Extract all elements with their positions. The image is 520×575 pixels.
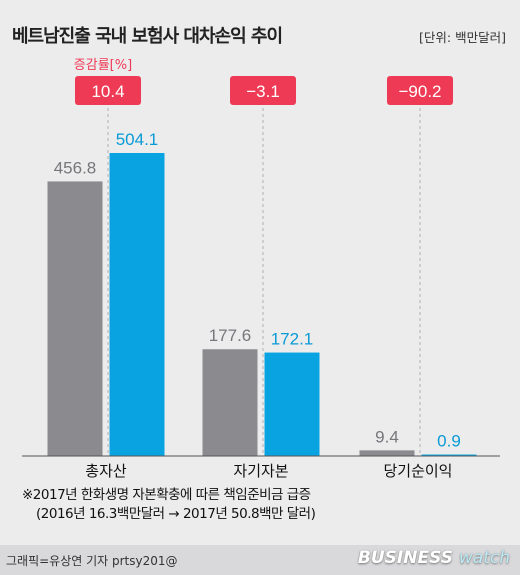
change-badge — [230, 76, 296, 105]
unit-label: [단위: 백만달러] — [419, 30, 506, 45]
category-label: 자기자본 — [233, 462, 288, 480]
businesswatch-logo: BUSINESS watch — [357, 548, 510, 568]
data-label-2016: 456.8 — [54, 158, 97, 177]
change-badge — [75, 76, 141, 105]
change-badge — [387, 76, 453, 105]
footnote-line-2: (2016년 16.3백만달러 → 2017년 50.8백만 달러) — [36, 506, 316, 522]
bar-2016 — [359, 450, 415, 456]
footnote: ※2017년 한화생명 자본확충에 따른 책임준비금 급증 (2016년 16.… — [22, 486, 316, 524]
chart-title: 베트남진출 국내 보험사 대차손익 추이 — [12, 26, 283, 47]
data-label-2017: 172.1 — [271, 330, 314, 349]
bar-2016 — [47, 181, 103, 456]
category-label: 총자산 — [85, 462, 127, 480]
change-badge-value: −3.1 — [246, 82, 280, 101]
bar-2017 — [264, 352, 320, 456]
bar-2016 — [202, 349, 258, 456]
change-rate-label: 증감률[%] — [74, 58, 132, 73]
data-label-2016: 9.4 — [375, 427, 399, 446]
graphic-credit: 그래픽=유상연 기자 prtsy201@ — [6, 554, 178, 568]
category-label: 당기순이익 — [383, 462, 452, 480]
bar-2017 — [421, 454, 477, 456]
data-label-2016: 177.6 — [209, 326, 252, 345]
data-label-2017: 504.1 — [116, 130, 159, 149]
change-badge-value: 10.4 — [91, 82, 124, 101]
footnote-line-1: ※2017년 한화생명 자본확충에 따른 책임준비금 급증 — [22, 487, 311, 503]
data-label-2017: 0.9 — [437, 432, 461, 451]
bar-chart: 증감률[%] 10.4 456.8 504.1 총자산 −3.1 177.6 172.1 자기자… — [22, 58, 500, 480]
bar-2017 — [109, 153, 165, 456]
change-badge-value: −90.2 — [398, 82, 441, 101]
footer-bar: 그래픽=유상연 기자 prtsy201@ BUSINESS watch — [0, 545, 520, 575]
